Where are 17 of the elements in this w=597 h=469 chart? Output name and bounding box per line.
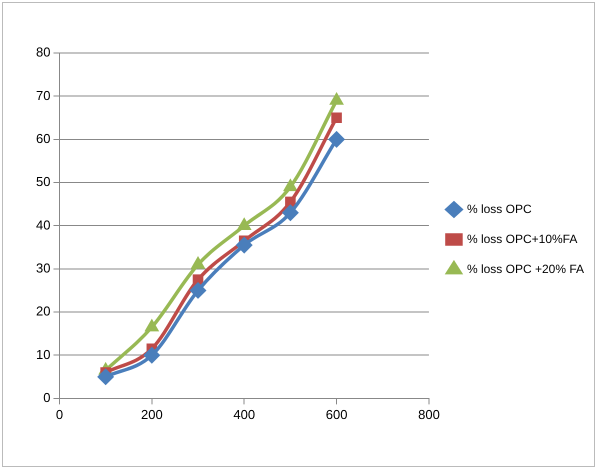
x-tick-label: 800 bbox=[418, 406, 440, 422]
legend-label: % loss OPC +20% FA bbox=[466, 262, 584, 276]
y-tick-label: 30 bbox=[36, 260, 50, 276]
y-tick-label: 50 bbox=[36, 174, 50, 190]
y-tick-label: 40 bbox=[36, 217, 50, 232]
x-tick-label: 0 bbox=[56, 406, 64, 422]
legend-label: % loss OPC+10%FA bbox=[466, 232, 578, 246]
y-tick-label: 80 bbox=[36, 44, 50, 60]
y-tick-label: 60 bbox=[36, 130, 50, 146]
y-tick-label: 20 bbox=[36, 304, 50, 319]
x-tick-label: 400 bbox=[233, 406, 256, 422]
y-tick-label: 70 bbox=[36, 88, 50, 103]
x-tick-label: 200 bbox=[140, 406, 163, 422]
x-tick-label: 600 bbox=[326, 406, 348, 422]
legend-label: % loss OPC bbox=[466, 202, 532, 216]
y-tick-label: 10 bbox=[36, 346, 50, 362]
y-tick-label: 0 bbox=[43, 390, 50, 405]
